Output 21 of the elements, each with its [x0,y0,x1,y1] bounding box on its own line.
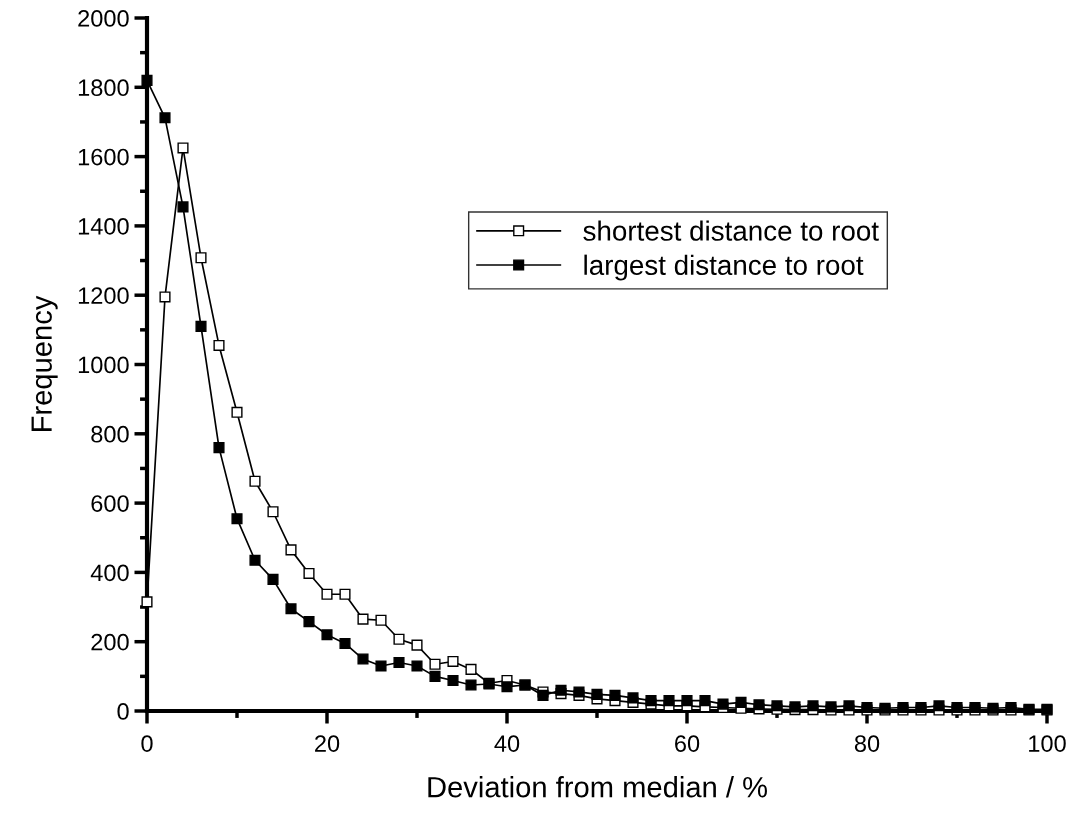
legend-label: largest distance to root [584,254,864,281]
y-tick-label: 1400 [78,217,129,235]
x-tick-label: 100 [1029,735,1066,752]
y-tick-label: 600 [91,495,129,512]
x-tick-label: 60 [675,735,700,752]
legend-label: shortest distance to root [583,220,879,241]
y-tick-label: 1600 [78,148,129,166]
x-tick-label: 40 [494,735,520,752]
y-tick-label: 800 [91,425,129,443]
x-tick-label: 0 [141,735,153,752]
y-tick-label: 0 [117,703,129,720]
y-tick-label: 200 [91,633,129,651]
x-tick-label: 80 [854,735,880,752]
x-axis-title: Deviation from median / % [428,776,767,798]
y-tick-label: 400 [90,564,129,582]
y-tick-label: 1000 [78,356,129,374]
y-tick-label: 1800 [78,79,129,97]
y-tick-label: 2000 [78,10,129,27]
y-tick-label: 1200 [78,287,129,304]
y-axis-title: Frequency [31,295,58,431]
x-tick-label: 20 [315,735,340,752]
